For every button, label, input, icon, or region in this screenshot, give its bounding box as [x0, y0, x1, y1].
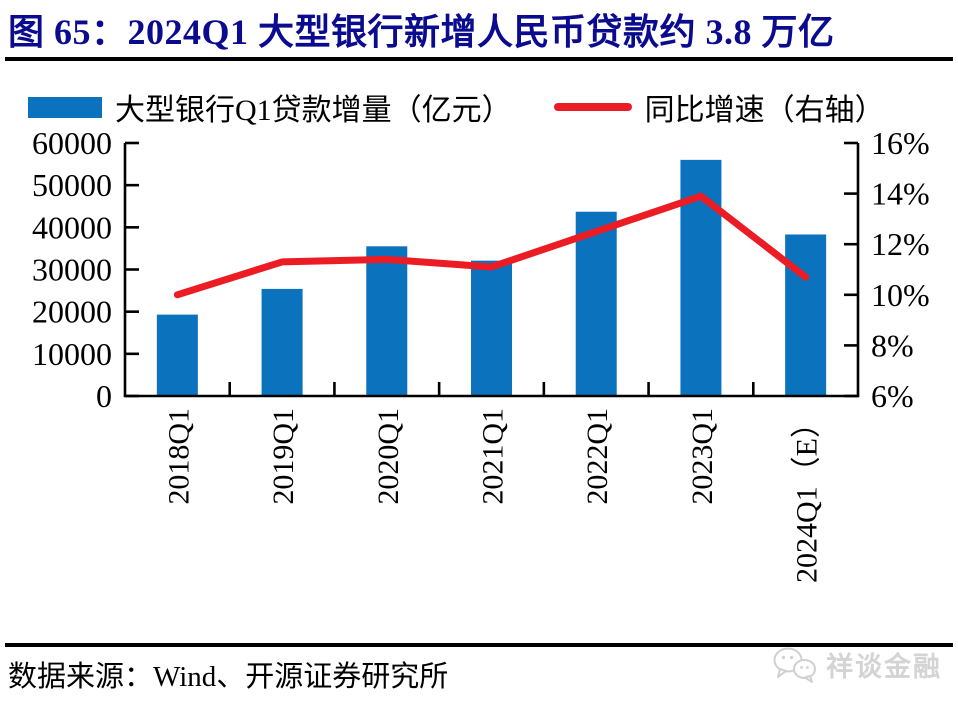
x-axis-label-4: 2021Q1 [477, 408, 510, 505]
bar-2020Q1 [366, 246, 408, 396]
legend-item-bars: 大型银行Q1贷款增量（亿元） [28, 85, 512, 129]
yoy-growth-line [173, 192, 810, 299]
watermark: 祥谈金融 [771, 645, 942, 684]
bar-2024Q1（E） [785, 234, 827, 396]
right-axis-tick-label: 16% [871, 125, 930, 161]
watermark-text: 祥谈金融 [826, 652, 942, 682]
x-axis-label-1: 2018Q1 [162, 408, 195, 505]
right-axis-tick-label: 8% [871, 327, 914, 363]
data-source: 数据来源：Wind、开源证券研究所 [8, 661, 449, 693]
bar-series-swatch-icon [28, 96, 102, 118]
left-axis-tick-label: 30000 [32, 252, 112, 288]
bar-2019Q1 [261, 288, 303, 396]
line-series-label: 同比增速（右轴） [644, 94, 885, 127]
legend-item-line: 同比增速（右轴） [553, 85, 885, 129]
left-axis-tick-label: 0 [96, 378, 112, 414]
left-axis-tick-label: 10000 [32, 336, 112, 372]
x-axis-label-5: 2022Q1 [581, 408, 614, 505]
left-axis-tick-label: 40000 [32, 209, 112, 245]
bar-2022Q1 [575, 211, 617, 396]
left-axis-tick-label: 50000 [32, 167, 112, 203]
left-axis-tick-label: 20000 [32, 294, 112, 330]
bar-2021Q1 [471, 260, 512, 396]
x-axis-label-7: 2024Q1（E） [791, 408, 824, 583]
right-axis-tick-label: 14% [871, 176, 930, 212]
bar-2018Q1 [156, 314, 198, 396]
left-axis-tick-label: 60000 [32, 125, 112, 161]
line-series-swatch-icon [553, 103, 632, 111]
right-axis-tick-label: 6% [871, 378, 914, 414]
right-axis-tick-label: 12% [871, 226, 930, 262]
chart-legend: 大型银行Q1贷款增量（亿元） 同比增速（右轴） [28, 85, 885, 129]
right-axis-tick-label: 10% [871, 277, 930, 313]
figure-title: 图 65：2024Q1 大型银行新增人民币贷款约 3.8 万亿 [8, 12, 835, 52]
chat-bubbles-icon [773, 647, 816, 683]
x-axis-label-6: 2023Q1 [686, 408, 719, 505]
footer-divider [5, 643, 953, 647]
x-axis-label-3: 2020Q1 [372, 408, 405, 505]
title-divider [5, 57, 953, 61]
bar-series-label: 大型银行Q1贷款增量（亿元） [115, 94, 512, 127]
x-axis-label-2: 2019Q1 [267, 408, 300, 505]
